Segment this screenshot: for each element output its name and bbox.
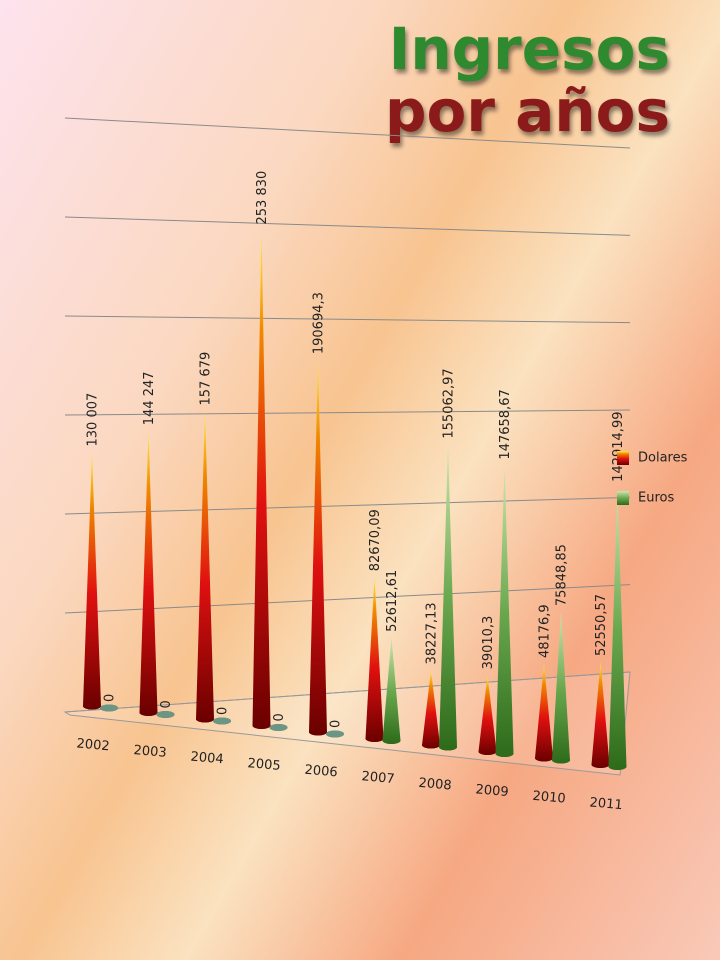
cone	[495, 465, 514, 757]
cone	[382, 637, 401, 745]
value-label: 0	[216, 707, 231, 715]
cone	[535, 664, 553, 762]
cone	[422, 670, 440, 749]
cone	[196, 411, 214, 723]
value-label: 190694,3	[312, 292, 327, 354]
value-label: 52550,57	[594, 594, 609, 656]
cone	[100, 704, 118, 712]
x-tick-label: 2004	[190, 750, 224, 768]
value-label: 82670,09	[368, 509, 383, 571]
value-label: 155062,97	[442, 368, 457, 438]
cone	[139, 431, 158, 717]
cone	[269, 724, 288, 731]
cone	[365, 577, 384, 743]
chart-title: Ingresos por años	[385, 15, 670, 145]
x-tick-label: 2011	[589, 795, 623, 813]
x-tick-label: 2003	[133, 743, 167, 761]
value-label: 75848,85	[555, 544, 570, 606]
value-label: 0	[159, 700, 174, 708]
value-label: 253 830	[255, 171, 270, 225]
value-label: 48176,9	[538, 604, 553, 658]
cone	[309, 360, 327, 736]
value-label: 144 247	[142, 371, 157, 425]
grid-line	[64, 409, 631, 416]
legend-label: Dolares	[638, 451, 688, 466]
value-label: 38227,13	[425, 602, 440, 664]
cone	[83, 452, 101, 710]
grid-line	[64, 216, 631, 236]
x-tick-label: 2008	[418, 776, 452, 794]
cone	[213, 717, 231, 725]
value-label: 0	[272, 713, 287, 721]
cone	[552, 612, 570, 764]
value-label: 39010,3	[481, 616, 496, 670]
value-label: 52612,61	[385, 570, 400, 632]
x-tick-label: 2002	[76, 736, 110, 754]
cone	[608, 487, 627, 771]
cone	[326, 730, 344, 738]
legend-swatch	[617, 451, 629, 465]
x-tick-label: 2010	[532, 789, 566, 807]
value-label: 147658,67	[498, 389, 513, 459]
cone	[591, 662, 610, 768]
value-label: 142914,99	[611, 412, 626, 482]
cone	[156, 711, 175, 718]
value-label: 130 007	[86, 393, 101, 447]
x-tick-label: 2006	[304, 763, 338, 781]
cone	[478, 675, 497, 755]
x-tick-label: 2005	[247, 756, 281, 774]
cone	[252, 230, 271, 729]
value-label: 0	[329, 720, 344, 728]
x-tick-label: 2009	[475, 782, 509, 800]
value-label: 0	[103, 694, 118, 702]
cone	[439, 444, 457, 751]
grid-line	[64, 496, 631, 515]
legend-label: Euros	[638, 491, 674, 506]
value-label: 157 679	[199, 352, 214, 406]
grid-line	[64, 584, 631, 614]
x-tick-label: 2007	[361, 769, 395, 787]
grid-line	[64, 117, 631, 149]
grid-line	[64, 315, 631, 324]
legend-swatch	[617, 491, 629, 505]
